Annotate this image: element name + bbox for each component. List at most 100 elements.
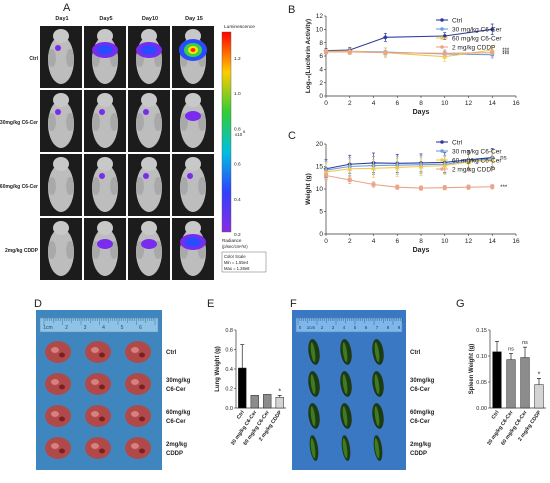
- x-tick-label: 2: [348, 100, 352, 107]
- y-tick-label: 0.0: [225, 406, 233, 412]
- significance-mark: *: [278, 388, 281, 395]
- tumor-signal: [55, 109, 61, 115]
- color-scale-max: Max = 1.28e8: [224, 266, 250, 271]
- mouse-head: [185, 93, 201, 107]
- legend-marker: [440, 158, 444, 162]
- ruler-mark: 9: [398, 325, 401, 330]
- colorbar-title: Luminescence: [224, 24, 255, 30]
- y-tick-label: 0.6: [225, 348, 233, 354]
- x-tick-label: 12: [465, 238, 473, 245]
- mouse-body: [48, 36, 74, 84]
- significance-mark: ***: [502, 48, 510, 54]
- ruler-mark: 4: [343, 325, 346, 330]
- tumor-signal: [143, 109, 149, 115]
- mouse-body: [180, 100, 206, 148]
- bar: [520, 357, 530, 409]
- mouse-arm: [110, 113, 118, 131]
- ruler-mark: 3: [332, 325, 335, 330]
- lung-shadow: [59, 352, 65, 358]
- lung-highlight: [131, 411, 139, 417]
- lung-shadow: [99, 448, 105, 454]
- lung-highlight: [131, 347, 139, 353]
- lung-shadow: [139, 416, 145, 422]
- y-axis-label: Weight (g): [305, 173, 312, 205]
- lung-specimen: [85, 373, 111, 395]
- lung-shadow: [59, 416, 65, 422]
- mouse-head: [53, 157, 69, 171]
- bar: [492, 351, 502, 409]
- lung-specimen: [125, 405, 151, 427]
- spleen-rim: [374, 438, 380, 459]
- x-tick-label: 10: [441, 100, 449, 107]
- mouse-arm: [66, 49, 74, 67]
- y-tick-label: 0: [319, 93, 323, 100]
- mouse-body: [92, 228, 118, 276]
- tumor-signal: [143, 173, 149, 179]
- tumor-signal: [99, 173, 105, 179]
- spleen-rim: [342, 438, 348, 459]
- y-tick-label: 4: [319, 67, 323, 74]
- tumor-signal: [185, 237, 201, 247]
- mouse-head: [53, 93, 69, 107]
- mouse-arm: [48, 241, 56, 259]
- data-point: [419, 186, 423, 191]
- mouse-arm: [66, 113, 74, 131]
- colorbar-tick: 0.6: [234, 162, 241, 168]
- bar: [238, 367, 247, 409]
- lung-shadow: [139, 352, 145, 358]
- spleen-rim: [342, 406, 348, 427]
- specimen-group-label: Ctrl: [410, 350, 421, 356]
- bar: [275, 397, 284, 409]
- bar: [506, 359, 516, 409]
- lung-specimen: [45, 437, 71, 459]
- mouse-head: [141, 93, 157, 107]
- ruler-mark: 5: [354, 325, 357, 330]
- mouse-arm: [92, 177, 100, 195]
- legend-entry: 60 mg/kg C6-Cer: [452, 157, 502, 164]
- ruler-mark: 1cm: [43, 325, 52, 331]
- x-tick-label: 6: [395, 100, 399, 107]
- significance-mark: ns: [522, 340, 528, 346]
- bar: [263, 394, 272, 409]
- mouse-arm: [92, 113, 100, 131]
- legend-entry: 60 mg/kg C6-Cer: [452, 35, 502, 42]
- panel-letter-f: F: [290, 298, 297, 310]
- lung-highlight: [131, 443, 139, 449]
- y-axis-label: Lung Weight (g): [215, 346, 221, 392]
- specimen-group-label: 60mg/kg: [410, 410, 435, 416]
- spleen-rim: [310, 342, 316, 363]
- data-point: [394, 164, 400, 170]
- y-tick-label: 0.15: [476, 328, 487, 334]
- mouse-head: [185, 157, 201, 171]
- data-point: [442, 185, 447, 190]
- lung-shadow: [59, 448, 65, 454]
- ruler-mark: 1cm: [307, 325, 316, 330]
- ruler-mark: 6: [139, 325, 142, 331]
- y-tick-label: 0.2: [225, 387, 233, 393]
- significance-mark: ***: [502, 51, 510, 57]
- data-point: [442, 54, 448, 59]
- colorbar-gradient: [221, 31, 232, 233]
- tumor-signal: [190, 48, 196, 52]
- lung-highlight: [91, 347, 99, 353]
- panel-letter-c: C: [288, 130, 296, 142]
- legend-marker: [440, 45, 444, 49]
- x-tick-label: 4: [372, 100, 376, 107]
- mouse-head: [97, 93, 113, 107]
- mouse-head: [185, 221, 201, 235]
- y-tick-label: 0.00: [476, 406, 487, 412]
- data-point: [418, 164, 424, 169]
- significance-mark: ***: [502, 53, 510, 59]
- significance-mark: ns: [508, 346, 514, 352]
- data-point: [382, 34, 388, 40]
- mouse-head: [53, 221, 69, 235]
- data-point: [371, 165, 376, 171]
- x-axis-label: Days: [413, 247, 430, 254]
- spleen-rim: [342, 374, 348, 395]
- legend-entry: Ctrl: [452, 17, 463, 24]
- data-point: [324, 173, 328, 178]
- tumor-signal: [187, 173, 193, 179]
- day-label: Day 15: [185, 16, 203, 22]
- y-tick-label: 0.8: [225, 328, 233, 334]
- panel-letter-g: G: [456, 298, 465, 310]
